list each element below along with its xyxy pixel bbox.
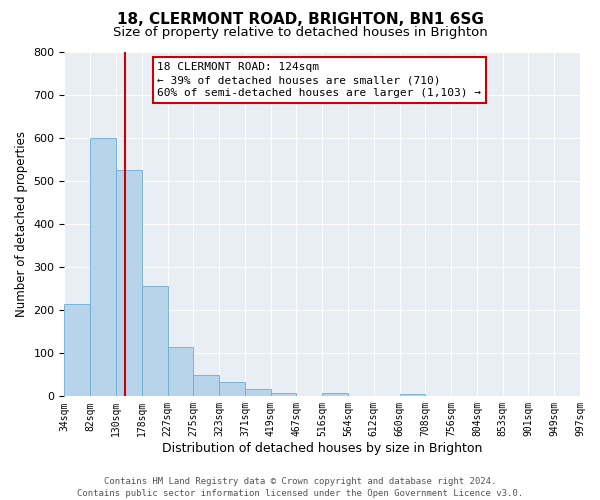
- Bar: [193, 375, 219, 396]
- X-axis label: Distribution of detached houses by size in Brighton: Distribution of detached houses by size …: [162, 442, 482, 455]
- Bar: [142, 286, 167, 397]
- Bar: [322, 393, 348, 396]
- Bar: [90, 138, 116, 396]
- Bar: [64, 304, 90, 396]
- Bar: [167, 347, 193, 397]
- Text: Contains HM Land Registry data © Crown copyright and database right 2024.
Contai: Contains HM Land Registry data © Crown c…: [77, 476, 523, 498]
- Bar: [219, 382, 245, 396]
- Text: 18, CLERMONT ROAD, BRIGHTON, BN1 6SG: 18, CLERMONT ROAD, BRIGHTON, BN1 6SG: [116, 12, 484, 28]
- Text: 18 CLERMONT ROAD: 124sqm
← 39% of detached houses are smaller (710)
60% of semi-: 18 CLERMONT ROAD: 124sqm ← 39% of detach…: [157, 62, 481, 98]
- Bar: [245, 388, 271, 396]
- Bar: [400, 394, 425, 396]
- Bar: [271, 393, 296, 396]
- Text: Size of property relative to detached houses in Brighton: Size of property relative to detached ho…: [113, 26, 487, 39]
- Bar: [116, 170, 142, 396]
- Y-axis label: Number of detached properties: Number of detached properties: [15, 131, 28, 317]
